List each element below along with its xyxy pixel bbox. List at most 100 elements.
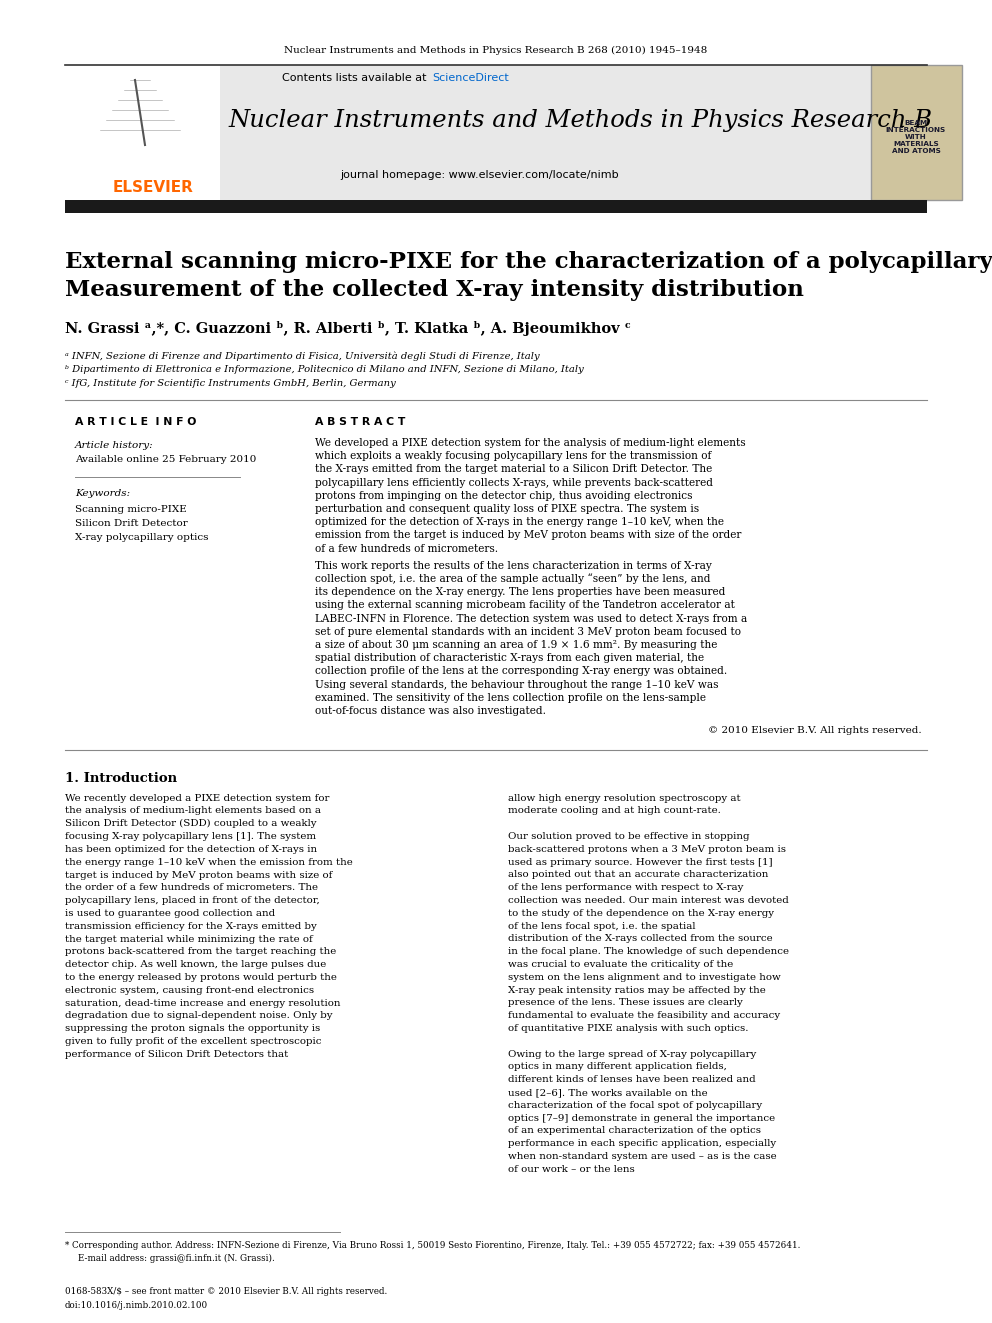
Text: target is induced by MeV proton beams with size of: target is induced by MeV proton beams wi…	[65, 871, 332, 880]
Bar	[65, 65, 220, 200]
Text: of quantitative PIXE analysis with such optics.: of quantitative PIXE analysis with such …	[508, 1024, 749, 1033]
Text: X-ray polycapillary optics: X-ray polycapillary optics	[75, 532, 208, 541]
Text: Measurement of the collected X-ray intensity distribution: Measurement of the collected X-ray inten…	[65, 279, 804, 302]
Text: saturation, dead-time increase and energy resolution: saturation, dead-time increase and energ…	[65, 999, 340, 1008]
Text: performance of Silicon Drift Detectors that: performance of Silicon Drift Detectors t…	[65, 1049, 289, 1058]
Text: using the external scanning microbeam facility of the Tandetron accelerator at: using the external scanning microbeam fa…	[315, 601, 735, 610]
Text: emission from the target is induced by MeV proton beams with size of the order: emission from the target is induced by M…	[315, 531, 741, 540]
Text: Using several standards, the behaviour throughout the range 1–10 keV was: Using several standards, the behaviour t…	[315, 680, 718, 689]
Text: * Corresponding author. Address: INFN-Sezione di Firenze, Via Bruno Rossi 1, 500: * Corresponding author. Address: INFN-Se…	[65, 1241, 801, 1250]
Text: Our solution proved to be effective in stopping: Our solution proved to be effective in s…	[508, 832, 750, 841]
Text: ᵃ INFN, Sezione di Firenze and Dipartimento di Fisica, Università degli Studi di: ᵃ INFN, Sezione di Firenze and Dipartime…	[65, 351, 540, 361]
Bar	[871, 65, 962, 200]
Text: optimized for the detection of X-rays in the energy range 1–10 keV, when the: optimized for the detection of X-rays in…	[315, 517, 724, 527]
Text: electronic system, causing front-end electronics: electronic system, causing front-end ele…	[65, 986, 314, 995]
Text: moderate cooling and at high count-rate.: moderate cooling and at high count-rate.	[508, 807, 721, 815]
Text: characterization of the focal spot of polycapillary: characterization of the focal spot of po…	[508, 1101, 762, 1110]
Text: Silicon Drift Detector (SDD) coupled to a weakly: Silicon Drift Detector (SDD) coupled to …	[65, 819, 316, 828]
Text: protons from impinging on the detector chip, thus avoiding electronics: protons from impinging on the detector c…	[315, 491, 692, 501]
Text: presence of the lens. These issues are clearly: presence of the lens. These issues are c…	[508, 999, 743, 1008]
Text: perturbation and consequent quality loss of PIXE spectra. The system is: perturbation and consequent quality loss…	[315, 504, 699, 515]
Text: polycapillary lens efficiently collects X-rays, while prevents back-scattered: polycapillary lens efficiently collects …	[315, 478, 713, 488]
Text: detector chip. As well known, the large pulses due: detector chip. As well known, the large …	[65, 960, 326, 970]
Text: ELSEVIER: ELSEVIER	[113, 180, 193, 196]
Text: ᶜ IfG, Institute for Scientific Instruments GmbH, Berlin, Germany: ᶜ IfG, Institute for Scientific Instrume…	[65, 380, 396, 389]
Text: doi:10.1016/j.nimb.2010.02.100: doi:10.1016/j.nimb.2010.02.100	[65, 1302, 208, 1311]
Text: X-ray peak intensity ratios may be affected by the: X-ray peak intensity ratios may be affec…	[508, 986, 766, 995]
Text: the order of a few hundreds of micrometers. The: the order of a few hundreds of micromete…	[65, 884, 318, 892]
Text: the target material while minimizing the rate of: the target material while minimizing the…	[65, 934, 312, 943]
Text: Owing to the large spread of X-ray polycapillary: Owing to the large spread of X-ray polyc…	[508, 1049, 756, 1058]
Text: distribution of the X-rays collected from the source: distribution of the X-rays collected fro…	[508, 934, 773, 943]
Text: back-scattered protons when a 3 MeV proton beam is: back-scattered protons when a 3 MeV prot…	[508, 845, 786, 853]
Text: ScienceDirect: ScienceDirect	[432, 73, 509, 83]
Text: We developed a PIXE detection system for the analysis of medium-light elements: We developed a PIXE detection system for…	[315, 438, 746, 448]
Text: the energy range 1–10 keV when the emission from the: the energy range 1–10 keV when the emiss…	[65, 857, 353, 867]
Text: suppressing the proton signals the opportunity is: suppressing the proton signals the oppor…	[65, 1024, 320, 1033]
Text: of the lens performance with respect to X-ray: of the lens performance with respect to …	[508, 884, 743, 892]
Text: to the energy released by protons would perturb the: to the energy released by protons would …	[65, 972, 337, 982]
Text: Silicon Drift Detector: Silicon Drift Detector	[75, 519, 187, 528]
Text: the X-rays emitted from the target material to a Silicon Drift Detector. The: the X-rays emitted from the target mater…	[315, 464, 712, 475]
Text: used [2–6]. The works available on the: used [2–6]. The works available on the	[508, 1088, 707, 1097]
Text: given to fully profit of the excellent spectroscopic: given to fully profit of the excellent s…	[65, 1037, 321, 1046]
Text: BEAM
INTERACTIONS
WITH
MATERIALS
AND ATOMS: BEAM INTERACTIONS WITH MATERIALS AND ATO…	[886, 120, 946, 153]
Text: optics [7–9] demonstrate in general the importance: optics [7–9] demonstrate in general the …	[508, 1114, 775, 1123]
Text: allow high energy resolution spectroscopy at: allow high energy resolution spectroscop…	[508, 794, 741, 803]
Text: collection spot, i.e. the area of the sample actually “seen” by the lens, and: collection spot, i.e. the area of the sa…	[315, 574, 710, 585]
Text: Nuclear Instruments and Methods in Physics Research B: Nuclear Instruments and Methods in Physi…	[228, 108, 932, 131]
Text: Nuclear Instruments and Methods in Physics Research B 268 (2010) 1945–1948: Nuclear Instruments and Methods in Physi…	[285, 45, 707, 54]
Text: its dependence on the X-ray energy. The lens properties have been measured: its dependence on the X-ray energy. The …	[315, 587, 725, 597]
Text: examined. The sensitivity of the lens collection profile on the lens-sample: examined. The sensitivity of the lens co…	[315, 693, 706, 703]
Bar	[65, 200, 927, 213]
Text: used as primary source. However the first tests [1]: used as primary source. However the firs…	[508, 857, 773, 867]
Text: 1. Introduction: 1. Introduction	[65, 771, 178, 785]
Bar	[65, 65, 927, 200]
Text: © 2010 Elsevier B.V. All rights reserved.: © 2010 Elsevier B.V. All rights reserved…	[708, 726, 922, 734]
Text: External scanning micro-PIXE for the characterization of a polycapillary lens:: External scanning micro-PIXE for the cha…	[65, 251, 992, 273]
Text: polycapillary lens, placed in front of the detector,: polycapillary lens, placed in front of t…	[65, 896, 319, 905]
Text: LABEC-INFN in Florence. The detection system was used to detect X-rays from a: LABEC-INFN in Florence. The detection sy…	[315, 614, 747, 623]
Text: out-of-focus distance was also investigated.: out-of-focus distance was also investiga…	[315, 706, 546, 716]
Text: collection profile of the lens at the corresponding X-ray energy was obtained.: collection profile of the lens at the co…	[315, 667, 727, 676]
Text: which exploits a weakly focusing polycapillary lens for the transmission of: which exploits a weakly focusing polycap…	[315, 451, 711, 462]
Text: has been optimized for the detection of X-rays in: has been optimized for the detection of …	[65, 845, 317, 853]
Text: This work reports the results of the lens characterization in terms of X-ray: This work reports the results of the len…	[315, 561, 711, 570]
Text: 0168-583X/$ – see front matter © 2010 Elsevier B.V. All rights reserved.: 0168-583X/$ – see front matter © 2010 El…	[65, 1287, 387, 1297]
Text: Keywords:: Keywords:	[75, 490, 130, 499]
Text: set of pure elemental standards with an incident 3 MeV proton beam focused to: set of pure elemental standards with an …	[315, 627, 741, 636]
Text: degradation due to signal-dependent noise. Only by: degradation due to signal-dependent nois…	[65, 1011, 332, 1020]
Text: A R T I C L E  I N F O: A R T I C L E I N F O	[75, 417, 196, 427]
Text: Scanning micro-PIXE: Scanning micro-PIXE	[75, 504, 186, 513]
Text: journal homepage: www.elsevier.com/locate/nimb: journal homepage: www.elsevier.com/locat…	[340, 169, 619, 180]
Text: E-mail address: grassi@fi.infn.it (N. Grassi).: E-mail address: grassi@fi.infn.it (N. Gr…	[78, 1253, 275, 1262]
Text: different kinds of lenses have been realized and: different kinds of lenses have been real…	[508, 1076, 756, 1085]
Text: spatial distribution of characteristic X-rays from each given material, the: spatial distribution of characteristic X…	[315, 654, 704, 663]
Text: performance in each specific application, especially: performance in each specific application…	[508, 1139, 776, 1148]
Text: N. Grassi ᵃ,*, C. Guazzoni ᵇ, R. Alberti ᵇ, T. Klatka ᵇ, A. Bjeoumikhov ᶜ: N. Grassi ᵃ,*, C. Guazzoni ᵇ, R. Alberti…	[65, 320, 631, 336]
Text: was crucial to evaluate the criticality of the: was crucial to evaluate the criticality …	[508, 960, 733, 970]
Text: We recently developed a PIXE detection system for: We recently developed a PIXE detection s…	[65, 794, 329, 803]
Text: when non-standard system are used – as is the case: when non-standard system are used – as i…	[508, 1152, 777, 1162]
Text: system on the lens alignment and to investigate how: system on the lens alignment and to inve…	[508, 972, 781, 982]
Text: of the lens focal spot, i.e. the spatial: of the lens focal spot, i.e. the spatial	[508, 922, 695, 930]
Text: ᵇ Dipartimento di Elettronica e Informazione, Politecnico di Milano and INFN, Se: ᵇ Dipartimento di Elettronica e Informaz…	[65, 365, 583, 374]
Text: collection was needed. Our main interest was devoted: collection was needed. Our main interest…	[508, 896, 789, 905]
Text: protons back-scattered from the target reaching the: protons back-scattered from the target r…	[65, 947, 336, 957]
Text: Contents lists available at: Contents lists available at	[282, 73, 430, 83]
Text: Article history:: Article history:	[75, 441, 154, 450]
Text: transmission efficiency for the X-rays emitted by: transmission efficiency for the X-rays e…	[65, 922, 316, 930]
Text: Available online 25 February 2010: Available online 25 February 2010	[75, 455, 256, 464]
Text: also pointed out that an accurate characterization: also pointed out that an accurate charac…	[508, 871, 769, 880]
Text: of our work – or the lens: of our work – or the lens	[508, 1164, 635, 1174]
Text: of a few hundreds of micrometers.: of a few hundreds of micrometers.	[315, 544, 498, 553]
Text: a size of about 30 μm scanning an area of 1.9 × 1.6 mm². By measuring the: a size of about 30 μm scanning an area o…	[315, 640, 717, 650]
Text: to the study of the dependence on the X-ray energy: to the study of the dependence on the X-…	[508, 909, 774, 918]
Text: the analysis of medium-light elements based on a: the analysis of medium-light elements ba…	[65, 807, 321, 815]
Text: A B S T R A C T: A B S T R A C T	[315, 417, 406, 427]
Text: is used to guarantee good collection and: is used to guarantee good collection and	[65, 909, 275, 918]
Text: focusing X-ray polycapillary lens [1]. The system: focusing X-ray polycapillary lens [1]. T…	[65, 832, 316, 841]
Text: optics in many different application fields,: optics in many different application fie…	[508, 1062, 727, 1072]
Text: fundamental to evaluate the feasibility and accuracy: fundamental to evaluate the feasibility …	[508, 1011, 780, 1020]
Text: in the focal plane. The knowledge of such dependence: in the focal plane. The knowledge of suc…	[508, 947, 789, 957]
